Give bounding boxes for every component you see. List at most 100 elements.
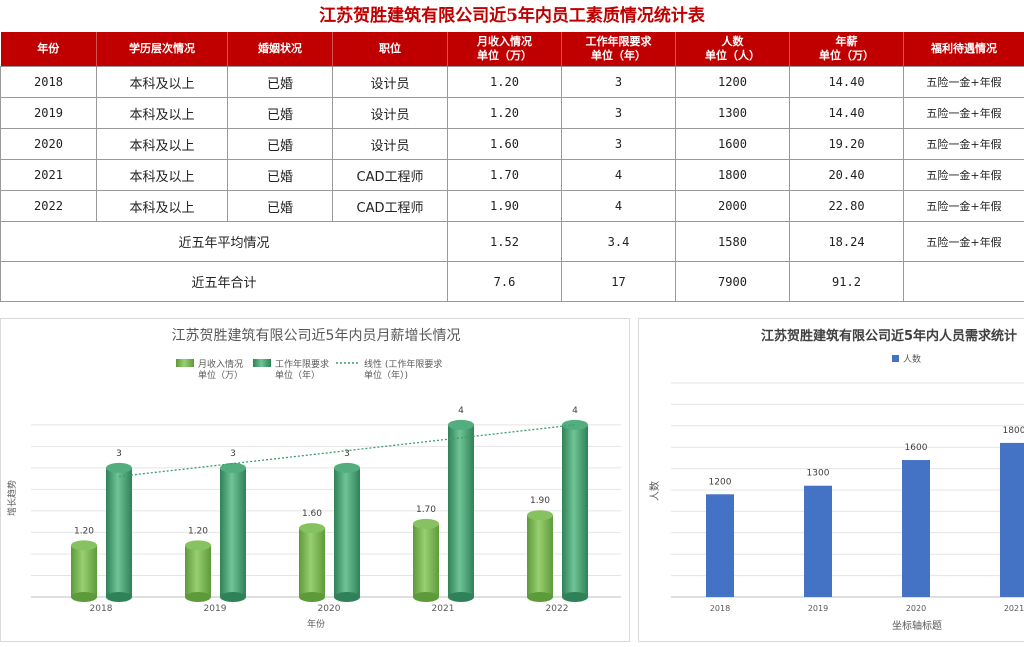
- legend-swatch: [892, 355, 899, 362]
- bar: [562, 425, 588, 597]
- table-cell[interactable]: 1.20: [448, 67, 562, 98]
- summary-cell[interactable]: 1580: [676, 222, 790, 262]
- table-cell[interactable]: 3: [562, 98, 676, 129]
- summary-cell[interactable]: 91.2: [790, 262, 904, 302]
- table-cell[interactable]: 14.40: [790, 67, 904, 98]
- table-cell[interactable]: 已婚: [228, 160, 333, 191]
- table-cell[interactable]: 1.60: [448, 129, 562, 160]
- table-cell[interactable]: 已婚: [228, 98, 333, 129]
- x-tick-label: 2019: [204, 604, 227, 614]
- table-cell[interactable]: 本科及以上: [97, 98, 228, 129]
- staff-demand-chart-svg: 江苏贺胜建筑有限公司近5年内人员需求统计人数120020181300201916…: [639, 319, 1024, 642]
- table-cell[interactable]: 1.90: [448, 191, 562, 222]
- table-cell[interactable]: 本科及以上: [97, 67, 228, 98]
- data-label: 4: [572, 406, 578, 416]
- x-tick-label: 2018: [710, 604, 730, 613]
- bar-top: [185, 540, 211, 550]
- bar: [334, 468, 360, 597]
- summary-cell[interactable]: [904, 262, 1024, 302]
- bar: [804, 486, 832, 597]
- table-cell[interactable]: 1800: [676, 160, 790, 191]
- data-label: 1.90: [530, 496, 550, 506]
- table-cell[interactable]: 2020: [1, 129, 97, 160]
- table-cell[interactable]: 14.40: [790, 98, 904, 129]
- summary-label[interactable]: 近五年合计: [1, 262, 448, 302]
- table-cell[interactable]: 已婚: [228, 67, 333, 98]
- column-header: 年薪单位（万）: [790, 32, 904, 67]
- table-cell[interactable]: 已婚: [228, 191, 333, 222]
- table-cell[interactable]: 设计员: [333, 98, 448, 129]
- data-label: 1.60: [302, 509, 322, 519]
- bar-top: [527, 510, 553, 520]
- bar-top: [413, 519, 439, 529]
- table-cell[interactable]: 本科及以上: [97, 129, 228, 160]
- table-cell[interactable]: 已婚: [228, 129, 333, 160]
- legend-label: 月收入情况单位（万）: [198, 358, 243, 381]
- table-cell[interactable]: 1200: [676, 67, 790, 98]
- table-cell[interactable]: 1.70: [448, 160, 562, 191]
- bar-top: [299, 523, 325, 533]
- data-label: 3: [230, 449, 236, 459]
- summary-cell[interactable]: 7.6: [448, 262, 562, 302]
- table-cell[interactable]: 五险一金+年假: [904, 67, 1024, 98]
- statistics-table: 年份学历层次情况婚姻状况职位月收入情况单位（万）工作年限要求单位（年）人数单位（…: [0, 32, 1024, 302]
- summary-cell[interactable]: 五险一金+年假: [904, 222, 1024, 262]
- table-cell[interactable]: 22.80: [790, 191, 904, 222]
- data-label: 1.70: [416, 505, 436, 515]
- table-cell[interactable]: 2018: [1, 67, 97, 98]
- bar: [448, 425, 474, 597]
- table-cell[interactable]: CAD工程师: [333, 191, 448, 222]
- summary-label[interactable]: 近五年平均情况: [1, 222, 448, 262]
- table-cell[interactable]: 2022: [1, 191, 97, 222]
- table-cell[interactable]: 1.20: [448, 98, 562, 129]
- summary-cell[interactable]: 1.52: [448, 222, 562, 262]
- table-cell[interactable]: 2000: [676, 191, 790, 222]
- x-tick-label: 2018: [90, 604, 113, 614]
- table-cell[interactable]: 20.40: [790, 160, 904, 191]
- column-header: 年份: [1, 32, 97, 67]
- salary-growth-chart[interactable]: 江苏贺胜建筑有限公司近5年内员月薪增长情况月收入情况单位（万）工作年限要求单位（…: [0, 318, 630, 642]
- table-cell[interactable]: 2021: [1, 160, 97, 191]
- table-cell[interactable]: 1600: [676, 129, 790, 160]
- table-cell[interactable]: 五险一金+年假: [904, 98, 1024, 129]
- bar-top: [562, 420, 588, 430]
- table-cell[interactable]: 3: [562, 67, 676, 98]
- bar: [413, 524, 439, 597]
- bar-base: [299, 592, 325, 602]
- data-label: 1.20: [188, 526, 208, 536]
- table-cell[interactable]: 4: [562, 191, 676, 222]
- table-cell[interactable]: 五险一金+年假: [904, 160, 1024, 191]
- bar-base: [562, 592, 588, 602]
- table-cell[interactable]: CAD工程师: [333, 160, 448, 191]
- chart-title: 江苏贺胜建筑有限公司近5年内员月薪增长情况: [172, 328, 461, 344]
- column-header: 婚姻状况: [228, 32, 333, 67]
- table-cell[interactable]: 本科及以上: [97, 160, 228, 191]
- table-cell[interactable]: 19.20: [790, 129, 904, 160]
- table-header-row: 年份学历层次情况婚姻状况职位月收入情况单位（万）工作年限要求单位（年）人数单位（…: [1, 32, 1024, 67]
- summary-cell[interactable]: 17: [562, 262, 676, 302]
- x-tick-label: 2021: [1004, 604, 1024, 613]
- data-label: 1200: [709, 477, 732, 487]
- bar: [220, 468, 246, 597]
- summary-cell[interactable]: 3.4: [562, 222, 676, 262]
- table-cell[interactable]: 1300: [676, 98, 790, 129]
- summary-cell[interactable]: 18.24: [790, 222, 904, 262]
- table-cell[interactable]: 设计员: [333, 67, 448, 98]
- table-cell[interactable]: 4: [562, 160, 676, 191]
- bar: [106, 468, 132, 597]
- table-cell[interactable]: 五险一金+年假: [904, 191, 1024, 222]
- table-cell[interactable]: 五险一金+年假: [904, 129, 1024, 160]
- table-cell[interactable]: 3: [562, 129, 676, 160]
- data-label: 3: [116, 449, 122, 459]
- summary-cell[interactable]: 7900: [676, 262, 790, 302]
- table-cell[interactable]: 本科及以上: [97, 191, 228, 222]
- bar-base: [220, 592, 246, 602]
- table-cell[interactable]: 2019: [1, 98, 97, 129]
- column-header: 福利待遇情况: [904, 32, 1024, 67]
- bar: [527, 515, 553, 597]
- table-cell[interactable]: 设计员: [333, 129, 448, 160]
